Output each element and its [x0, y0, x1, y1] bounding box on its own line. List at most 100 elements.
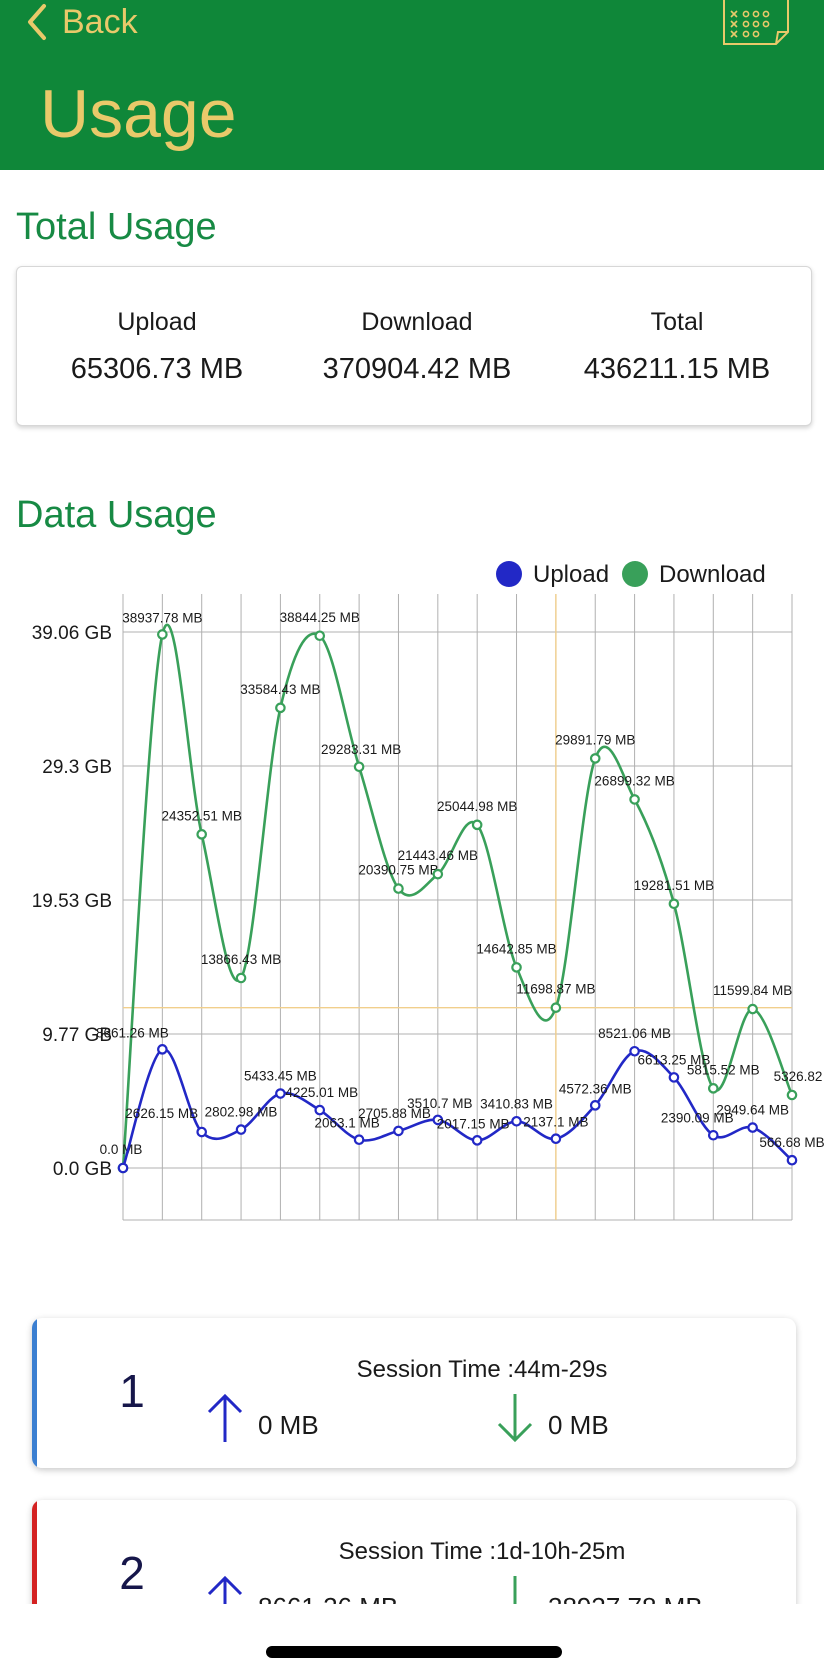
- upload-stat: Upload 65306.73 MB: [27, 305, 287, 391]
- data-label: 2390.09 MB: [661, 1110, 734, 1125]
- data-label: 8661.26 MB: [96, 1025, 169, 1040]
- chevron-left-icon: [28, 4, 46, 40]
- download-data-point: [196, 829, 208, 840]
- data-label: 2017.15 MB: [437, 1116, 510, 1131]
- data-label: 3510.7 MB: [407, 1096, 472, 1111]
- download-data-point: [432, 868, 444, 880]
- data-usage-heading: Data Usage: [16, 494, 217, 536]
- y-tick-label: 29.3 GB: [42, 757, 112, 778]
- data-label: 14642.85 MB: [476, 941, 556, 956]
- download-data-point: [629, 794, 640, 805]
- data-label: 11698.87 MB: [516, 982, 595, 997]
- data-label: 29283.31 MB: [321, 742, 401, 757]
- upload-data-point: [117, 1162, 129, 1174]
- y-tick-label: 39.06 GB: [32, 623, 112, 644]
- download-data-point: [550, 1002, 562, 1014]
- session-card[interactable]: 1 Session Time :44m-29s 0 MB 0 MB: [32, 1318, 796, 1468]
- total-label: Total: [650, 308, 704, 336]
- legend-label: Upload: [533, 561, 609, 588]
- data-label: 4225.01 MB: [285, 1085, 358, 1100]
- download-data-point: [668, 898, 680, 910]
- legend-label: Download: [659, 561, 766, 588]
- upload-data-point: [432, 1114, 444, 1126]
- upload-data-point: [196, 1126, 208, 1138]
- download-stat: Download 370904.42 MB: [287, 305, 547, 391]
- total-stat: Total 436211.15 MB: [547, 305, 807, 391]
- chart-svg: 39.06 GB 29.3 GB 19.53 GB 9.77 GB 0.0 GB 0.0 …: [32, 561, 824, 1221]
- download-data-point: [235, 972, 247, 984]
- upload-label: Upload: [117, 308, 197, 336]
- upload-data-point: [589, 1100, 601, 1111]
- download-data-point: [511, 962, 522, 973]
- data-label: 2626.15 MB: [125, 1106, 198, 1121]
- upload-data-point: [511, 1115, 522, 1127]
- download-data-point: [157, 629, 168, 640]
- data-usage-chart[interactable]: 39.06 GB 29.3 GB 19.53 GB 9.77 GB 0.0 GB 0.0 …: [0, 550, 824, 1230]
- session-accent: [32, 1318, 37, 1468]
- data-label: 5326.82: [774, 1069, 823, 1084]
- upload-data-point: [275, 1088, 286, 1099]
- data-label: 3410.83 MB: [480, 1096, 553, 1111]
- total-usage-card: Upload 65306.73 MB Download 370904.42 MB…: [16, 266, 812, 426]
- calendar-icon[interactable]: [722, 0, 790, 50]
- upload-data-point: [471, 1135, 483, 1146]
- upload-data-point: [353, 1134, 365, 1146]
- download-data-point: [589, 753, 601, 764]
- data-label: 5815.52 MB: [687, 1062, 760, 1077]
- data-label: 2063.1 MB: [314, 1116, 379, 1131]
- arrow-down-icon: [497, 1394, 533, 1443]
- y-tick-label: 19.53 GB: [32, 891, 112, 912]
- upload-data-point: [157, 1044, 168, 1055]
- home-indicator[interactable]: [266, 1646, 562, 1658]
- data-label: 2949.64 MB: [716, 1103, 789, 1118]
- data-label: 33584.43 MB: [240, 682, 320, 697]
- upload-data-point: [550, 1133, 562, 1145]
- download-value: 370904.42 MB: [322, 353, 512, 385]
- upload-data-point: [393, 1125, 404, 1137]
- data-label: 2802.98 MB: [205, 1105, 278, 1120]
- download-label: Download: [361, 308, 473, 336]
- data-label: 21443.46 MB: [398, 848, 478, 863]
- download-legend-marker: [622, 561, 648, 587]
- back-label: Back: [62, 2, 138, 41]
- data-label: 29891.79 MB: [555, 732, 635, 747]
- arrow-up-icon: [207, 1393, 243, 1442]
- data-label: 20390.75 MB: [358, 863, 438, 878]
- download-data-point: [786, 1089, 798, 1101]
- data-label: 13866.43 MB: [201, 952, 281, 967]
- upload-data-point: [314, 1104, 326, 1116]
- download-data-point: [353, 761, 365, 773]
- header-bar: Back Usage: [0, 0, 824, 170]
- data-label: 2137.1 MB: [523, 1115, 588, 1130]
- upload-data-point: [786, 1154, 798, 1166]
- data-label: 8521.06 MB: [598, 1026, 671, 1041]
- data-label: 25044.98 MB: [437, 799, 517, 814]
- data-label: 6613.25 MB: [638, 1052, 711, 1067]
- session-time: Session Time :44m-29s: [356, 1356, 608, 1383]
- data-label: 2705.88 MB: [358, 1106, 431, 1121]
- data-label: 0.0 MB: [100, 1142, 143, 1157]
- page-title: Usage: [40, 76, 237, 152]
- data-label: 5433.45 MB: [244, 1069, 317, 1084]
- data-label: 566.68 MB: [759, 1135, 824, 1150]
- y-tick-label: 0.0 GB: [53, 1159, 112, 1180]
- upload-data-point: [707, 1129, 719, 1141]
- data-label: 38937.78 MB: [122, 610, 202, 625]
- screen-bottom: [0, 1604, 824, 1674]
- total-usage-heading: Total Usage: [16, 206, 217, 248]
- back-button[interactable]: Back: [22, 0, 138, 44]
- upload-data-point: [629, 1045, 640, 1057]
- y-tick-label: 9.77 GB: [42, 1025, 112, 1046]
- session-upload: 0 MB: [258, 1410, 319, 1440]
- download-data-point: [707, 1083, 719, 1094]
- upload-data-point: [668, 1072, 680, 1083]
- upload-data-point: [235, 1124, 247, 1135]
- data-label: 4572.36 MB: [559, 1081, 632, 1096]
- data-label: 38844.25 MB: [280, 610, 360, 625]
- data-label: 26899.32 MB: [594, 773, 674, 788]
- session-time: Session Time :1d-10h-25m: [338, 1538, 626, 1565]
- session-number: 1: [119, 1365, 145, 1417]
- upload-value: 65306.73 MB: [70, 353, 244, 385]
- download-data-point: [275, 702, 286, 714]
- upload-data-point: [747, 1122, 758, 1133]
